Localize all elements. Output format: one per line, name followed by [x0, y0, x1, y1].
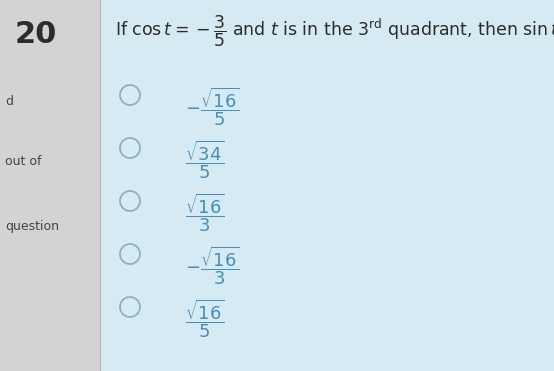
Text: question: question [5, 220, 59, 233]
Text: $-\dfrac{\sqrt{16}}{5}$: $-\dfrac{\sqrt{16}}{5}$ [185, 85, 240, 128]
Text: $\dfrac{\sqrt{34}}{5}$: $\dfrac{\sqrt{34}}{5}$ [185, 138, 225, 181]
Text: If $\cos t = -\dfrac{3}{5}$ and $t$ is in the 3$^{\rm rd}$ quadrant, then $\sin : If $\cos t = -\dfrac{3}{5}$ and $t$ is i… [115, 14, 554, 49]
Text: d: d [5, 95, 13, 108]
Text: $-\dfrac{\sqrt{16}}{3}$: $-\dfrac{\sqrt{16}}{3}$ [185, 244, 240, 287]
Text: out of: out of [5, 155, 42, 168]
Text: $\dfrac{\sqrt{16}}{5}$: $\dfrac{\sqrt{16}}{5}$ [185, 297, 225, 340]
Text: 20: 20 [15, 20, 58, 49]
Text: $\dfrac{\sqrt{16}}{3}$: $\dfrac{\sqrt{16}}{3}$ [185, 191, 225, 234]
Bar [0, 0, 100, 371]
